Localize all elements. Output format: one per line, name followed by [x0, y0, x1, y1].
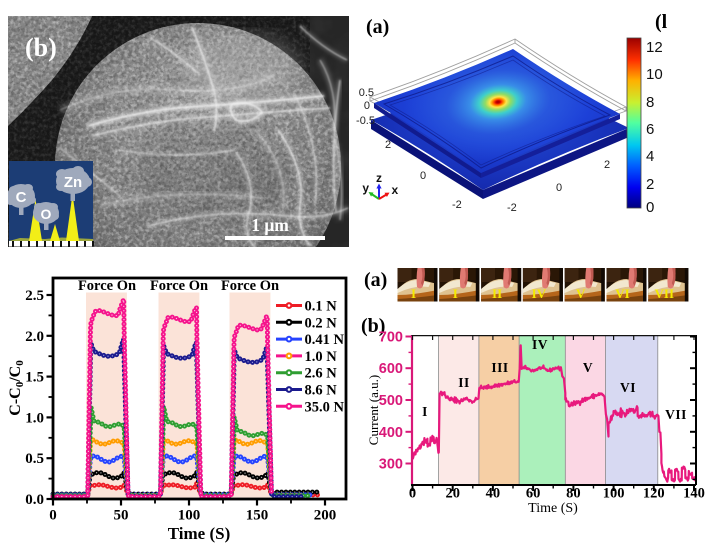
svg-text:I: I	[453, 286, 458, 301]
svg-text:100: 100	[603, 486, 625, 502]
svg-text:Zn: Zn	[64, 174, 82, 191]
svg-text:0: 0	[409, 486, 416, 502]
svg-text:I: I	[411, 286, 416, 301]
svg-text:40: 40	[486, 486, 501, 502]
svg-text:35.0 N: 35.0 N	[305, 399, 345, 415]
svg-text:z: z	[376, 171, 382, 185]
svg-text:0.41 N: 0.41 N	[305, 332, 345, 348]
svg-text:0: 0	[364, 100, 370, 112]
svg-text:1.0: 1.0	[25, 410, 44, 426]
svg-text:(l: (l	[655, 11, 668, 33]
svg-text:Current (a.u.): Current (a.u.)	[366, 375, 381, 445]
svg-text:Force On: Force On	[150, 278, 208, 294]
svg-text:0: 0	[420, 170, 426, 182]
svg-text:-2: -2	[452, 199, 462, 211]
svg-text:VI: VI	[615, 286, 629, 301]
svg-text:2: 2	[385, 139, 391, 151]
svg-text:Force On: Force On	[78, 278, 136, 294]
svg-text:VI: VI	[620, 380, 636, 395]
svg-text:x: x	[392, 183, 399, 197]
svg-text:Time (S): Time (S)	[528, 501, 578, 516]
svg-text:60: 60	[526, 486, 541, 502]
svg-text:C-C0/C0: C-C0/C0	[7, 360, 26, 416]
svg-text:600: 600	[379, 361, 403, 377]
svg-text:8.6 N: 8.6 N	[305, 383, 338, 399]
svg-text:Force On: Force On	[221, 278, 279, 294]
svg-text:0.0: 0.0	[25, 492, 44, 508]
svg-text:II: II	[492, 286, 502, 301]
svg-text:2: 2	[604, 159, 610, 171]
svg-text:-2: -2	[507, 202, 517, 214]
svg-text:0: 0	[646, 199, 654, 216]
svg-text:Time (S): Time (S)	[168, 524, 231, 543]
svg-text:1 μm: 1 μm	[251, 215, 289, 235]
svg-text:8: 8	[646, 94, 654, 111]
svg-text:20: 20	[445, 486, 460, 502]
svg-text:10: 10	[646, 66, 663, 83]
svg-text:6: 6	[646, 121, 654, 138]
svg-text:0.5: 0.5	[25, 451, 44, 467]
svg-text:III: III	[491, 360, 508, 375]
svg-text:O: O	[41, 206, 52, 222]
svg-text:II: II	[458, 375, 470, 390]
svg-text:IV: IV	[532, 286, 547, 301]
svg-text:150: 150	[246, 508, 269, 524]
svg-text:(b): (b)	[361, 315, 385, 337]
svg-text:C: C	[16, 189, 27, 206]
svg-text:200: 200	[314, 508, 337, 524]
svg-text:1.0 N: 1.0 N	[305, 349, 338, 365]
svg-text:2.5: 2.5	[25, 288, 44, 304]
svg-text:300: 300	[379, 457, 403, 473]
svg-text:0.5: 0.5	[359, 87, 374, 99]
svg-text:(a): (a)	[364, 269, 387, 291]
svg-text:700: 700	[379, 330, 403, 346]
svg-text:V: V	[583, 360, 593, 375]
svg-text:y: y	[362, 181, 369, 195]
svg-text:2.0: 2.0	[25, 329, 44, 345]
svg-text:V: V	[576, 286, 586, 301]
svg-text:140: 140	[683, 486, 705, 502]
svg-text:80: 80	[566, 486, 581, 502]
svg-text:0: 0	[556, 182, 562, 194]
svg-text:IV: IV	[532, 337, 548, 352]
svg-text:-0.5: -0.5	[356, 115, 375, 127]
svg-text:400: 400	[379, 425, 403, 441]
svg-text:50: 50	[114, 508, 129, 524]
svg-text:(b): (b)	[25, 33, 57, 62]
svg-text:0: 0	[49, 508, 57, 524]
svg-text:120: 120	[643, 486, 665, 502]
svg-text:500: 500	[379, 393, 403, 409]
svg-text:2: 2	[646, 176, 654, 193]
svg-text:0.1 N: 0.1 N	[305, 299, 338, 315]
svg-text:VII: VII	[665, 407, 687, 422]
svg-text:2.6 N: 2.6 N	[305, 366, 338, 382]
svg-text:12: 12	[646, 39, 663, 56]
svg-text:100: 100	[178, 508, 201, 524]
svg-text:1.5: 1.5	[25, 370, 44, 386]
svg-text:(a): (a)	[366, 16, 389, 38]
svg-text:0.2 N: 0.2 N	[305, 315, 338, 331]
svg-text:4: 4	[646, 148, 654, 165]
svg-text:VII: VII	[655, 286, 675, 301]
svg-text:I: I	[422, 404, 428, 419]
